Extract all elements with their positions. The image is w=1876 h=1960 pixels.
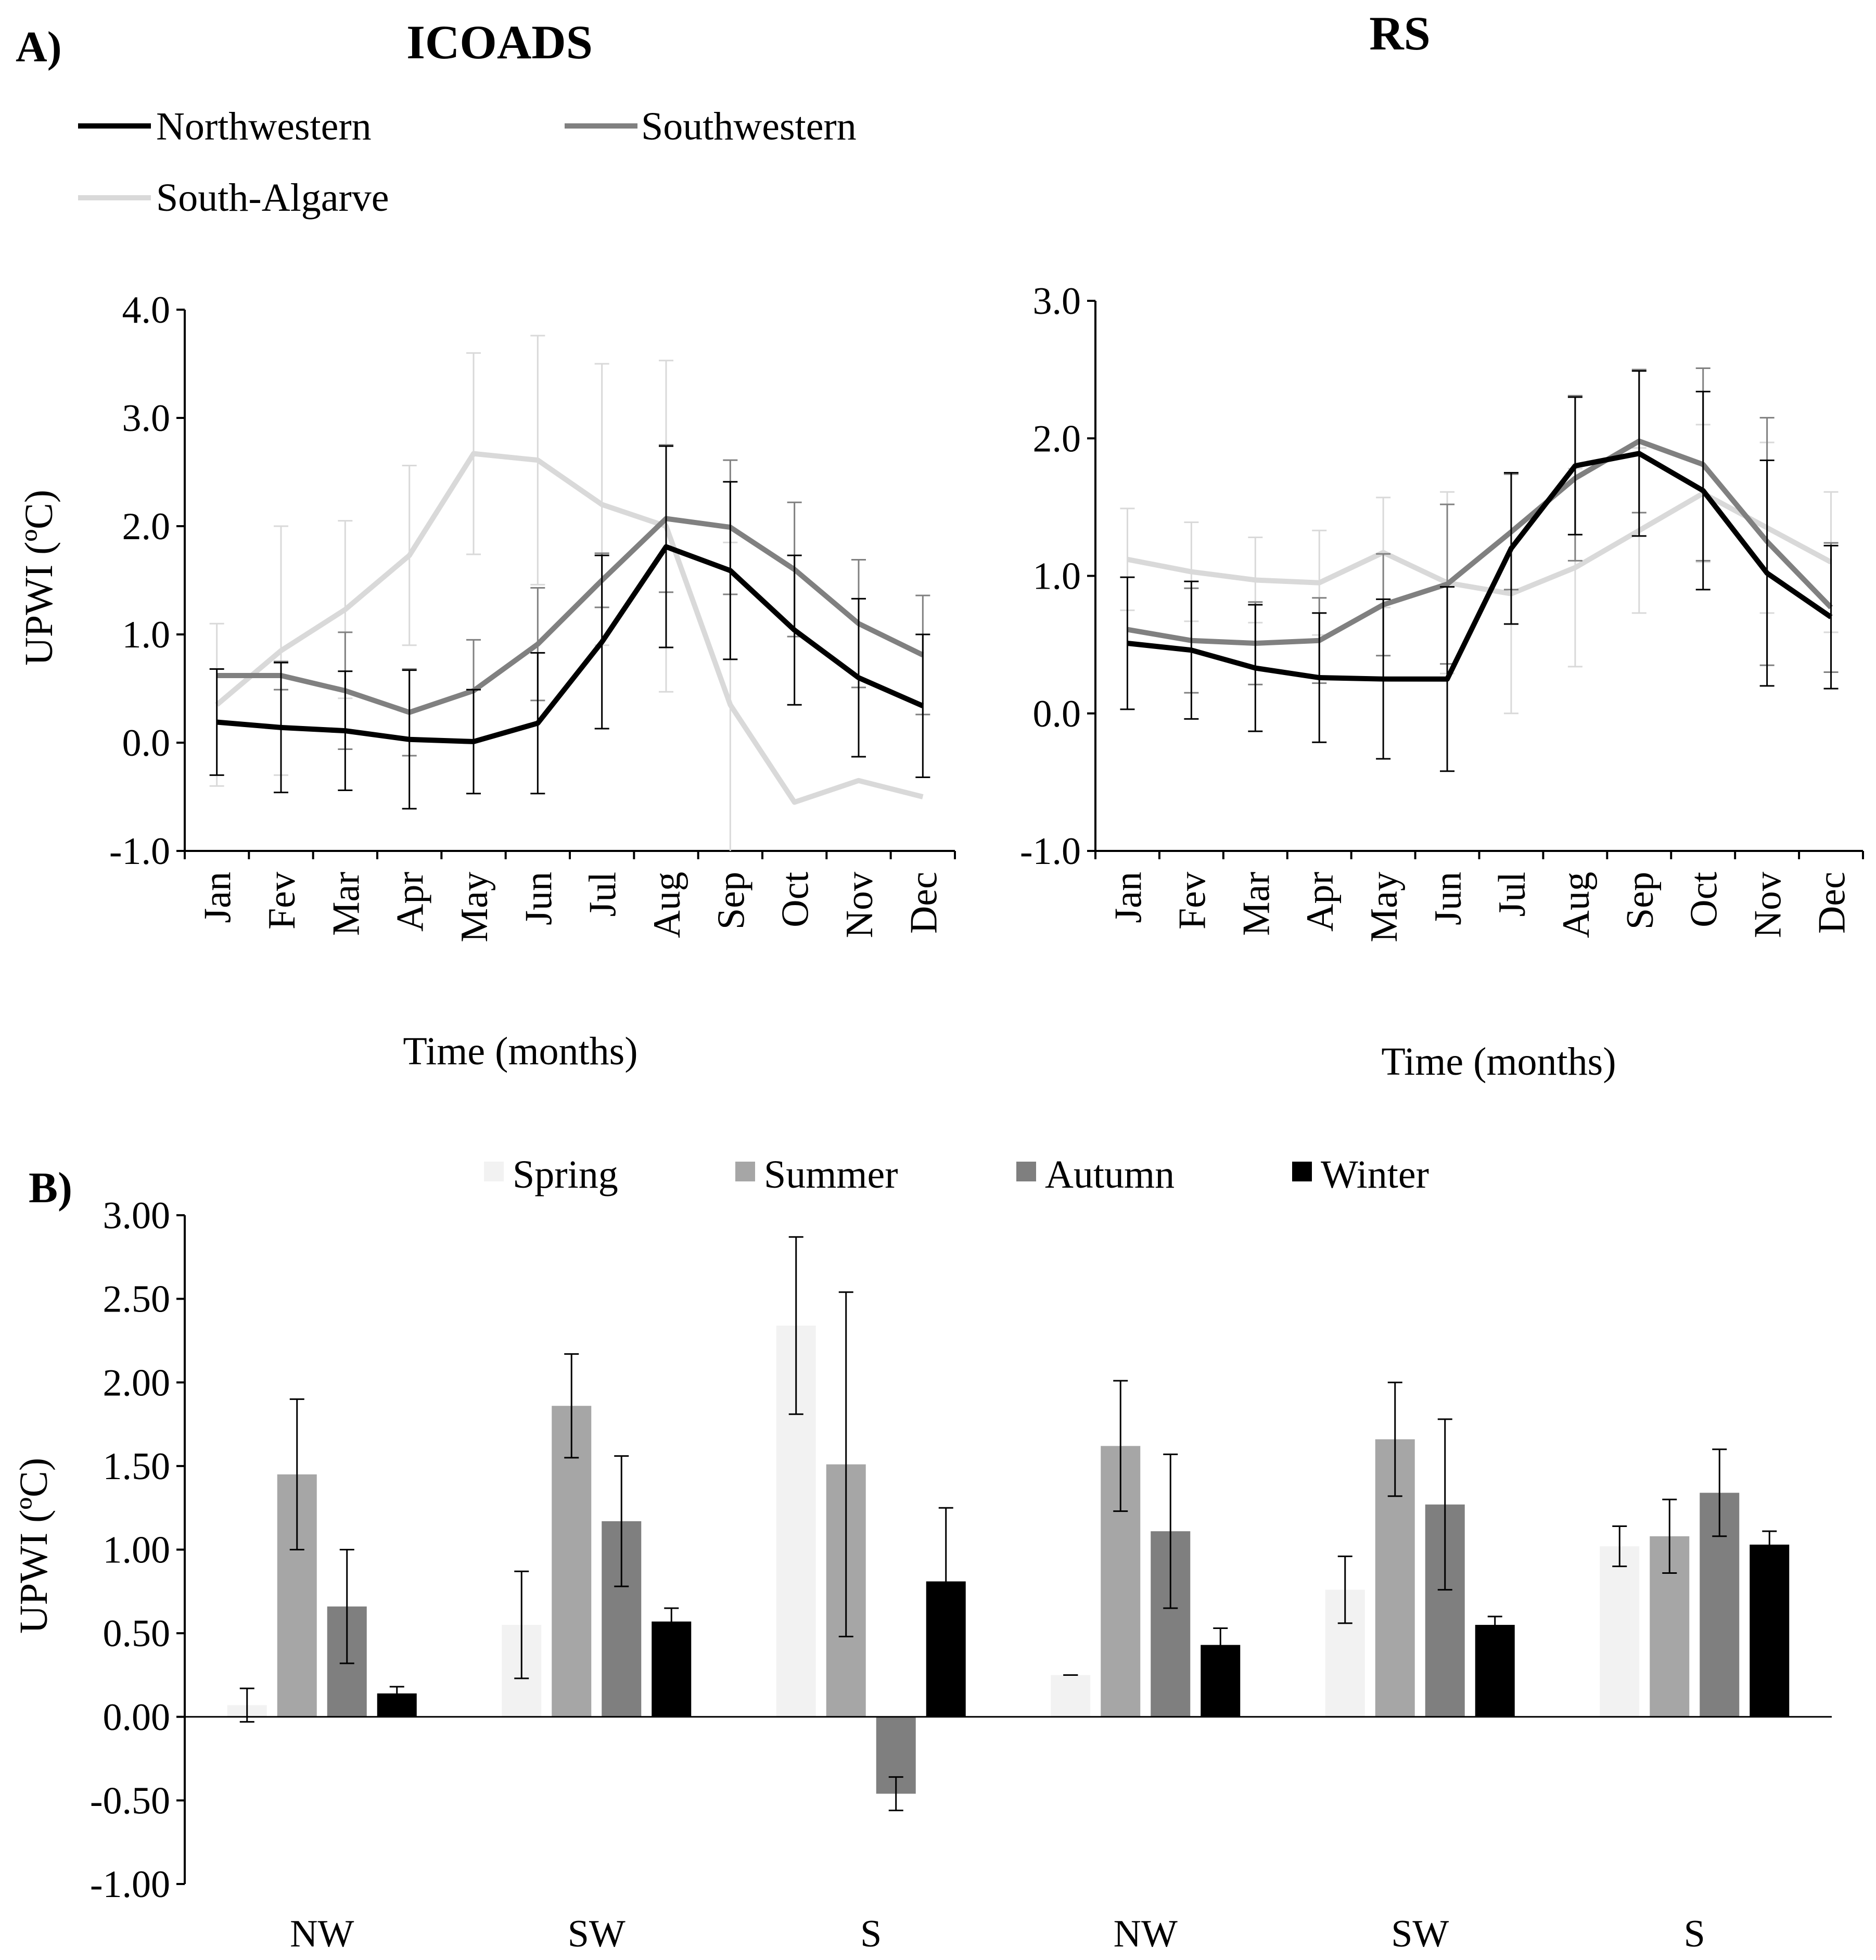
icoads-y-tick-label: 0.0 [122, 722, 171, 765]
seasonal-y-tick-label: -0.50 [90, 1779, 170, 1822]
icoads-x-tick-label: Jun [517, 872, 560, 925]
rs-title: RS [1369, 7, 1431, 60]
seasonal-y-tick-label: 2.50 [103, 1278, 171, 1321]
rs-x-tick-label: Mar [1235, 872, 1278, 936]
seasonal-y-axis-title: UPWI (ºC) [12, 1458, 56, 1634]
rs-y-tick-label: 2.0 [1033, 417, 1081, 460]
legend-label-spring: Spring [513, 1153, 618, 1197]
icoads-x-tick-label: Aug [646, 872, 688, 938]
legend-swatch-summer [735, 1162, 755, 1181]
seasonal-y-tick-label: 0.50 [103, 1612, 171, 1655]
legend-label-autumn: Autumn [1045, 1153, 1175, 1197]
rs-x-tick-label: Jan [1107, 872, 1150, 923]
icoads-x-tick-label: Apr [389, 872, 432, 932]
rs-x-tick-label: Apr [1299, 872, 1342, 932]
rs-x-tick-label: Oct [1683, 872, 1726, 927]
panel-a-label: A) [16, 23, 62, 71]
icoads-x-tick-label: Sep [710, 872, 752, 930]
icoads-x-tick-label: Mar [325, 872, 367, 936]
rs-x-tick-label: Aug [1555, 872, 1598, 938]
seasonal-category-label: NW [1114, 1913, 1178, 1955]
rs-x-tick-label: Sep [1619, 872, 1662, 930]
rs-y-tick-label: -1.0 [1020, 830, 1081, 873]
icoads-x-axis-title: Time (months) [403, 1029, 637, 1073]
seasonal-y-tick-label: 1.00 [103, 1529, 171, 1572]
bar-winter [652, 1621, 692, 1717]
icoads-x-tick-label: May [453, 872, 496, 943]
rs-x-tick-label: Nov [1747, 872, 1790, 938]
icoads-y-tick-label: 3.0 [122, 397, 171, 440]
legend-swatch-spring [484, 1162, 504, 1181]
panel-b-label: B) [29, 1164, 72, 1212]
seasonal-y-tick-label: -1.00 [90, 1863, 170, 1906]
icoads-y-tick-label: 2.0 [122, 505, 171, 548]
rs-series-northwestern [1127, 451, 1833, 682]
icoads-y-tick-label: 1.0 [122, 614, 171, 656]
legend-panel-a: Northwestern Southwestern South-Algarve [78, 105, 857, 220]
seasonal-category-label: S [860, 1913, 882, 1955]
seasonal-category-label: NW [290, 1913, 354, 1955]
icoads-line-chart: 4.0 3.0 2.0 1.0 0.0 -1.0 Jan Fev Mar Apr May Jun Jul… [109, 289, 956, 943]
rs-series-southwestern [1127, 438, 1833, 646]
bar-winter [1750, 1544, 1790, 1717]
icoads-x-tick-label: Jan [197, 872, 239, 923]
rs-line-chart: 3.0 2.0 1.0 0.0 -1.0 Jan Fev Mar Apr May Jun Jul Aug… [1020, 280, 1864, 943]
rs-x-tick-label: May [1363, 872, 1406, 943]
rs-x-axis-title: Time (months) [1381, 1040, 1616, 1084]
seasonal-y-tick-label: 3.00 [103, 1194, 171, 1237]
legend-panel-b: Spring Summer Autumn Winter [484, 1153, 1429, 1197]
icoads-x-tick-label: Nov [838, 872, 881, 938]
icoads-x-tick-label: Oct [774, 872, 817, 927]
seasonal-category-label: S [1684, 1913, 1705, 1955]
seasonal-bar-chart: 3.00 2.50 2.00 1.50 1.00 0.50 0.00 -0.50 -1.00 NW… [90, 1194, 1832, 1955]
icoads-y-tick-label: 4.0 [122, 289, 171, 332]
bar-spring [1600, 1546, 1640, 1717]
icoads-series-southwestern [216, 516, 924, 715]
icoads-x-tick-label: Fev [261, 872, 303, 930]
rs-y-tick-label: 1.0 [1033, 555, 1081, 598]
rs-y-tick-label: 0.0 [1033, 693, 1081, 735]
icoads-series-northwestern [216, 544, 924, 744]
rs-y-tick-label: 3.0 [1033, 280, 1081, 323]
bar-winter [1475, 1625, 1515, 1717]
seasonal-y-tick-label: 0.00 [103, 1696, 171, 1739]
seasonal-y-tick-label: 2.00 [103, 1361, 171, 1404]
legend-label-southwestern: Southwestern [641, 105, 857, 148]
seasonal-category-label: SW [568, 1913, 626, 1955]
icoads-x-tick-label: Jul [582, 872, 624, 917]
legend-label-northwestern: Northwestern [156, 105, 372, 148]
icoads-y-axis-title: UPWI (ºC) [17, 490, 61, 666]
icoads-x-tick-label: Dec [902, 872, 945, 934]
seasonal-category-label: SW [1391, 1913, 1449, 1955]
rs-series-south-algarve [1127, 490, 1832, 596]
legend-label-winter: Winter [1321, 1153, 1429, 1197]
legend-swatch-winter [1292, 1162, 1312, 1181]
icoads-y-tick-label: -1.0 [109, 830, 170, 873]
rs-x-tick-label: Dec [1811, 872, 1854, 934]
rs-x-tick-label: Fev [1171, 872, 1214, 930]
bar-spring [1051, 1675, 1091, 1717]
rs-x-tick-label: Jun [1427, 872, 1470, 925]
legend-label-south-algarve: South-Algarve [156, 176, 389, 220]
seasonal-y-tick-label: 1.50 [103, 1445, 171, 1488]
rs-x-tick-label: Jul [1491, 872, 1534, 917]
icoads-series-south-algarve [215, 451, 924, 805]
legend-swatch-autumn [1016, 1162, 1036, 1181]
legend-label-summer: Summer [764, 1153, 898, 1197]
icoads-title: ICOADS [406, 16, 593, 69]
